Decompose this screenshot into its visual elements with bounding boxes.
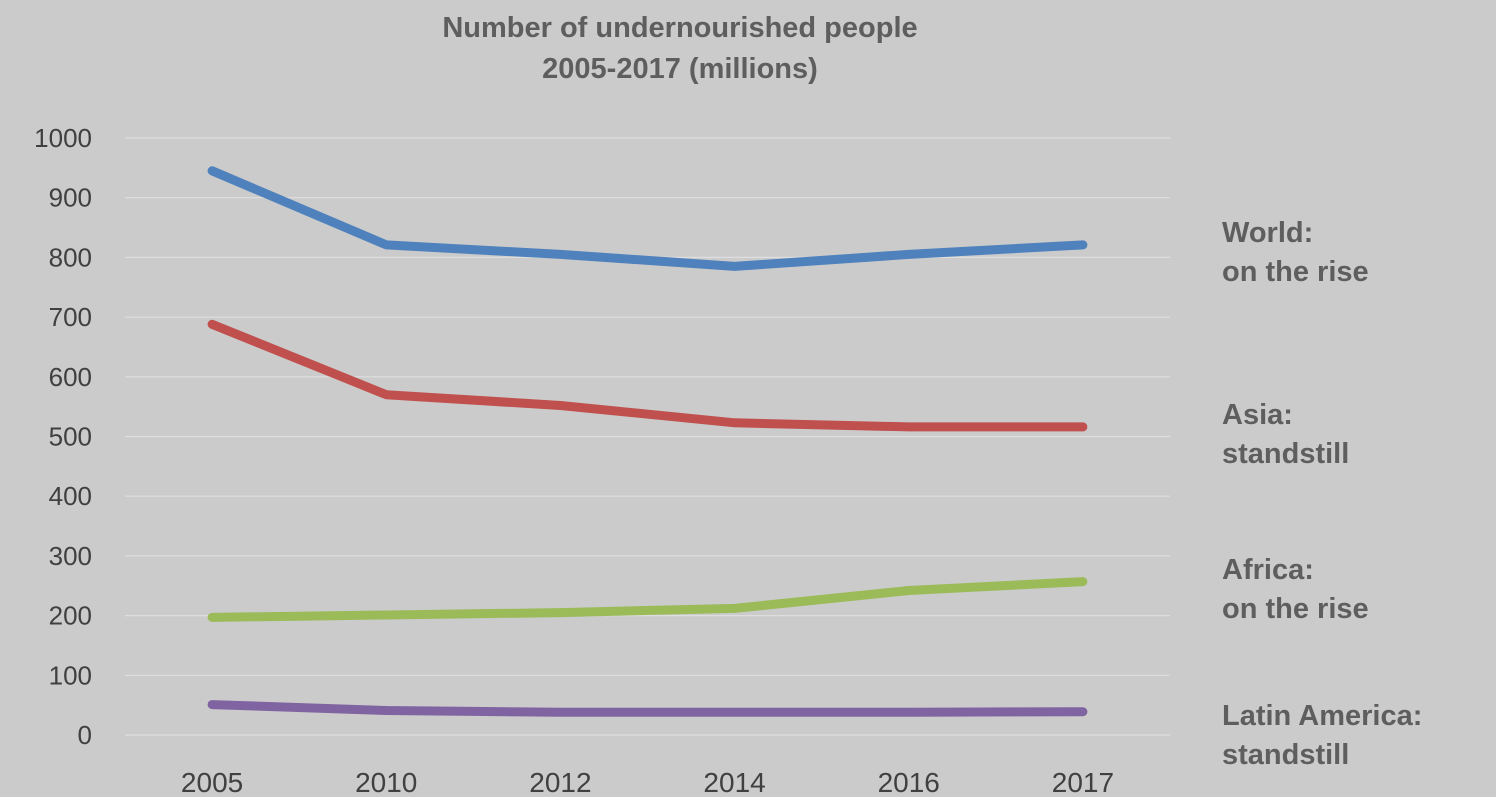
x-tick-label: 2017 bbox=[1052, 767, 1114, 797]
annotation-africa-line-2: on the rise bbox=[1222, 593, 1369, 625]
y-tick-label: 0 bbox=[78, 720, 92, 750]
annotation-africa: Africa: on the rise bbox=[1222, 551, 1369, 629]
annotation-asia: Asia: standstill bbox=[1222, 396, 1349, 474]
x-tick-label: 2005 bbox=[181, 767, 243, 797]
series-line-2 bbox=[207, 319, 1088, 432]
annotation-latin-america-line-1: Latin America: bbox=[1222, 700, 1423, 732]
annotation-africa-line-1: Africa: bbox=[1222, 554, 1314, 586]
y-tick-label: 200 bbox=[49, 601, 92, 631]
y-tick-label: 900 bbox=[49, 183, 92, 213]
annotation-world-line-2: on the rise bbox=[1222, 256, 1369, 288]
annotation-asia-line-2: standstill bbox=[1222, 438, 1350, 470]
y-tick-label: 700 bbox=[49, 302, 92, 332]
y-tick-label: 800 bbox=[49, 242, 92, 272]
y-tick-label: 600 bbox=[49, 362, 92, 392]
series-line-1 bbox=[207, 166, 1088, 271]
series-line-3 bbox=[207, 577, 1088, 622]
x-tick-label: 2012 bbox=[529, 767, 591, 797]
annotation-latin-america: Latin America: standstill bbox=[1222, 697, 1422, 775]
y-tick-label: 100 bbox=[49, 660, 92, 690]
y-tick-label: 1000 bbox=[34, 123, 92, 153]
annotation-asia-line-1: Asia: bbox=[1222, 399, 1293, 431]
y-tick-label: 300 bbox=[49, 541, 92, 571]
chart-title-line-1: Number of undernourished people bbox=[442, 12, 918, 44]
y-tick-label: 400 bbox=[49, 481, 92, 511]
x-tick-label: 2014 bbox=[703, 767, 765, 797]
annotation-world-line-1: World: bbox=[1222, 217, 1314, 249]
series-line-4 bbox=[207, 700, 1088, 717]
x-tick-label: 2016 bbox=[878, 767, 940, 797]
annotation-latin-america-line-2: standstill bbox=[1222, 739, 1350, 771]
x-tick-label: 2010 bbox=[355, 767, 417, 797]
chart-title-line-2: 2005-2017 (millions) bbox=[542, 53, 818, 85]
y-tick-label: 500 bbox=[49, 422, 92, 452]
chart-title: Number of undernourished people 2005-201… bbox=[180, 8, 1180, 90]
annotation-world: World: on the rise bbox=[1222, 214, 1369, 292]
